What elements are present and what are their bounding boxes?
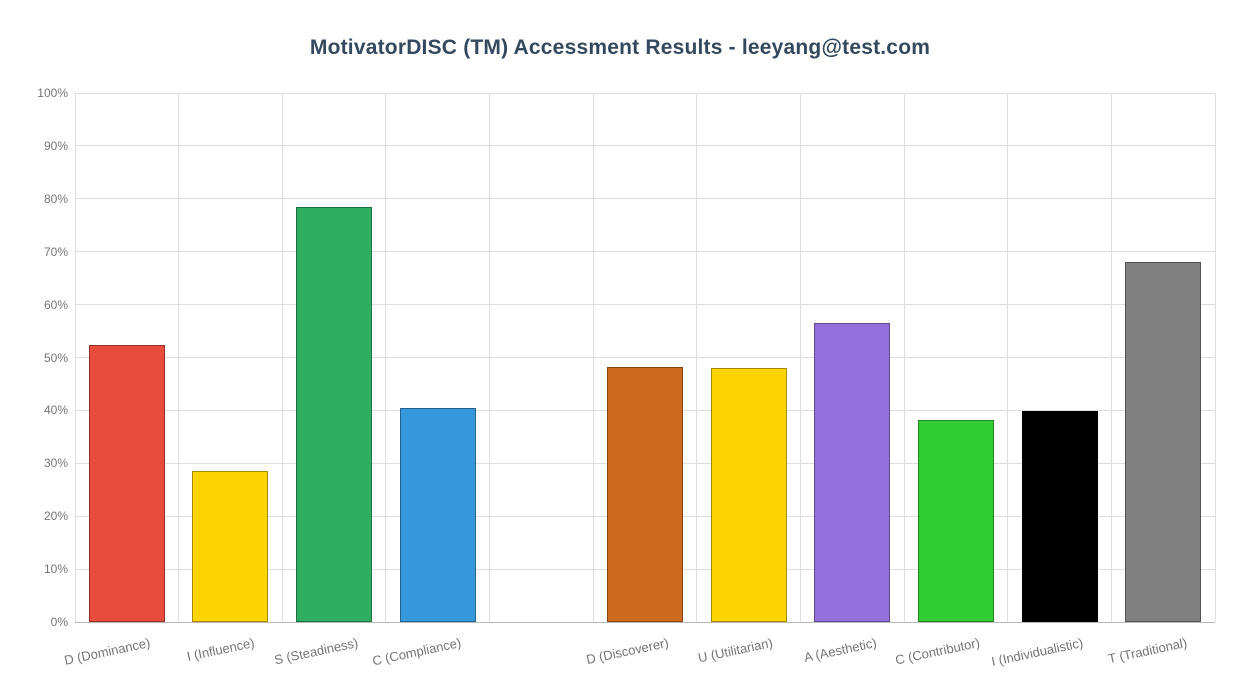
y-axis-tick-label: 80% (43, 191, 68, 206)
x-axis-label: T (Traditional) (1106, 635, 1189, 667)
gridline-v (1110, 93, 1112, 622)
gridline-v (799, 93, 801, 622)
gridline-v (178, 93, 180, 622)
gridline-h (75, 621, 1215, 623)
bar-c-compliance (399, 408, 476, 622)
x-axis-label: S (Steadiness) (272, 635, 360, 668)
bar-s-steadiness (296, 207, 373, 622)
gridline-v (1007, 93, 1009, 622)
y-axis-tick-label: 20% (43, 509, 68, 524)
y-axis-tick-label: 70% (43, 244, 68, 259)
gridline-v (696, 93, 698, 622)
gridline-h (75, 304, 1215, 306)
x-axis-label: C (Contributor) (893, 635, 982, 668)
x-axis-label: I (Individualistic) (990, 635, 1085, 670)
bar-d-dominance (88, 345, 165, 622)
x-axis-label: U (Utilitarian) (696, 635, 774, 666)
y-axis-tick-label: 10% (43, 562, 68, 577)
bar-t-traditional (1125, 261, 1202, 622)
y-axis-tick-label: 60% (43, 297, 68, 312)
chart-title: MotivatorDISC (TM) Accessment Results - … (309, 36, 931, 59)
bar-c-contributor (917, 420, 994, 622)
gridline-v (1214, 93, 1216, 622)
x-axis-label: D (Discoverer) (585, 635, 671, 668)
y-axis-tick-label: 90% (43, 138, 68, 153)
y-axis-tick-label: 50% (43, 350, 68, 365)
gridline-v (385, 93, 387, 622)
x-axis-label: D (Dominance) (63, 635, 152, 668)
bar-i-individualistic (1021, 411, 1098, 622)
gridline-h (75, 251, 1215, 253)
gridline-h (75, 92, 1215, 94)
gridline-v (592, 93, 594, 622)
gridline-v (489, 93, 491, 622)
bar-a-aesthetic (814, 323, 891, 622)
x-axis-label: I (Influence) (185, 635, 256, 664)
bar-u-utilitarian (710, 367, 787, 622)
y-axis-tick-label: 40% (43, 403, 68, 418)
gridline-v (903, 93, 905, 622)
y-axis-tick-label: 0% (50, 615, 68, 629)
y-axis-tick-label: 30% (43, 456, 68, 471)
x-axis-label: C (Compliance) (371, 635, 463, 669)
gridline-h (75, 198, 1215, 200)
gridline-h (75, 145, 1215, 147)
gridline-h (75, 357, 1215, 358)
bar-i-influence (192, 471, 269, 622)
gridline-v (74, 93, 76, 622)
x-axis-label: A (Aesthetic) (802, 635, 878, 665)
y-axis-tick-label: 100% (37, 86, 68, 100)
gridline-v (281, 93, 283, 622)
bar-d-discoverer (607, 367, 683, 622)
